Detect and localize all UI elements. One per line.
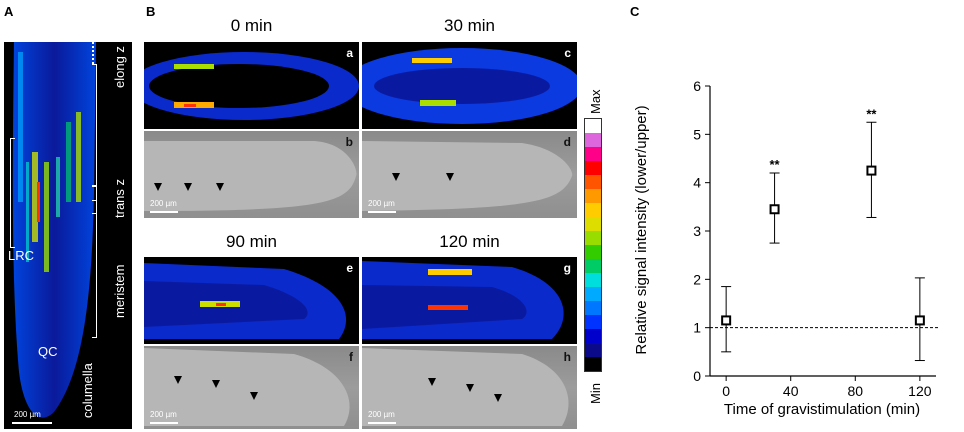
x-tick-label: 40 (783, 383, 799, 399)
image-a-fluorescence-0: a (144, 42, 359, 129)
image-g-fluorescence-120: g (362, 257, 577, 344)
sub-label-h: h (563, 350, 571, 364)
panel-b-scalebar-f (150, 422, 178, 424)
colorbar-segment (585, 301, 601, 315)
colorbar-segment (585, 147, 601, 161)
y-axis-label: Relative signal intensity (lower/upper) (633, 105, 650, 354)
data-point (866, 165, 877, 176)
colorbar-segment (585, 245, 601, 259)
x-tick-label: 120 (908, 383, 932, 399)
y-tick-label: 5 (693, 126, 701, 142)
gravistimulation-chart: Relative signal intensity (lower/upper) … (633, 78, 940, 418)
zone-label-meristem: meristem (112, 264, 127, 318)
y-tick-label: 4 (693, 175, 701, 191)
image-c-fluorescence-30: c (362, 42, 577, 129)
root-fluorescence-drawing (12, 42, 97, 418)
time-label-30: 30 min (443, 16, 496, 35)
elong-zone-bracket (92, 64, 97, 186)
sub-label-b: b (345, 135, 353, 149)
lrc-label: LRC (8, 248, 35, 263)
sub-label-d: d (563, 135, 571, 149)
panel-b-scalebar-h (368, 422, 396, 424)
colorbar-segment (585, 315, 601, 329)
panel-label-b: B (146, 4, 156, 19)
meristem-bracket (92, 200, 97, 338)
panel-b-scalebar-b (150, 211, 178, 213)
colorbar-segment (585, 133, 601, 147)
significance-label: ** (770, 157, 781, 172)
colorbar-segment (585, 119, 601, 133)
elong-zone-dotted-line (92, 42, 94, 64)
qc-label: QC (38, 344, 58, 359)
y-tick-label: 2 (693, 271, 701, 287)
colorbar-segment (585, 161, 601, 175)
colorbar-segment (585, 175, 601, 189)
colorbar-segment (585, 259, 601, 273)
colorbar-segment (585, 231, 601, 245)
colorbar-segment (585, 189, 601, 203)
x-axis-label: Time of gravistimulation (min) (724, 401, 920, 418)
y-tick-label: 0 (693, 368, 701, 384)
significance-label: ** (866, 106, 877, 121)
sub-label-e: e (346, 261, 353, 275)
panel-b-scale-label-b: 200 µm (150, 199, 177, 208)
colorbar-max-label: Max (588, 89, 603, 114)
image-e-fluorescence-90: e (144, 257, 359, 344)
sub-label-g: g (563, 261, 571, 275)
zone-label-columella: columella (80, 363, 95, 418)
image-b-brightfield-0: b 200 µm (144, 131, 359, 218)
sub-label-f: f (349, 350, 353, 364)
zone-label-trans: trans z (112, 178, 127, 218)
colorbar-segment (585, 217, 601, 231)
zone-label-elong: elong z (112, 46, 127, 88)
image-d-brightfield-30: d 200 µm (362, 131, 577, 218)
colorbar-min-label: Min (588, 383, 603, 404)
colorbar-segment (585, 329, 601, 343)
time-label-120: 120 min (439, 232, 500, 251)
panel-a-scalebar (12, 422, 52, 424)
time-label-0: 0 min (230, 16, 273, 35)
panel-b-scale-label-f: 200 µm (150, 410, 177, 419)
image-f-brightfield-90: f 200 µm (144, 346, 359, 429)
colorbar-segment (585, 357, 601, 371)
data-point (769, 204, 780, 215)
panel-label-c: C (630, 4, 640, 19)
y-tick-label: 6 (693, 78, 701, 94)
y-tick-label: 3 (693, 223, 701, 239)
panel-label-a: A (4, 4, 14, 19)
image-h-brightfield-120: h 200 µm (362, 346, 577, 429)
time-label-90: 90 min (225, 232, 278, 251)
intensity-colorbar (584, 118, 602, 372)
colorbar-segment (585, 273, 601, 287)
data-point (721, 315, 732, 326)
colorbar-segment (585, 287, 601, 301)
sub-label-c: c (564, 46, 571, 60)
lrc-bracket (10, 138, 15, 248)
data-point (914, 315, 925, 326)
colorbar-segment (585, 343, 601, 357)
colorbar-segment (585, 203, 601, 217)
panel-b-scale-label-d: 200 µm (368, 199, 395, 208)
panel-a-scale-label: 200 µm (14, 410, 41, 419)
x-tick-label: 0 (722, 383, 730, 399)
panel-a-root-image: 200 µm (4, 42, 132, 429)
panel-b-scalebar-d (368, 211, 396, 213)
x-tick-label: 80 (847, 383, 863, 399)
panel-b-scale-label-h: 200 µm (368, 410, 395, 419)
y-tick-label: 1 (693, 320, 701, 336)
sub-label-a: a (346, 46, 353, 60)
